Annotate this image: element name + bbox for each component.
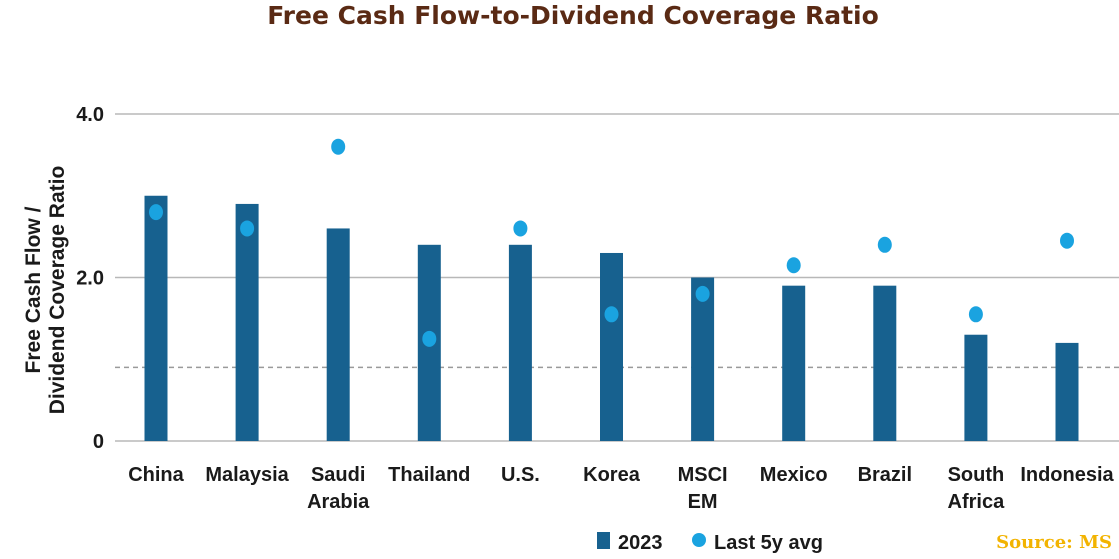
x-axis-ticks: China Malaysia Saudi Arabia Thailand U.S. Kore… <box>128 464 1114 513</box>
point-last-5y-avg <box>604 306 619 323</box>
bar-2023 <box>1055 342 1079 441</box>
bar-2023 <box>873 285 897 441</box>
point-last-5y-avg <box>695 285 710 302</box>
y-tick-label: 4.0 <box>76 104 104 126</box>
legend-label-last-5y-avg: Last 5y avg <box>714 532 823 554</box>
point-last-5y-avg <box>331 138 346 155</box>
chart-title: Free Cash Flow-to-Dividend Coverage Rati… <box>267 1 879 30</box>
point-last-5y-avg <box>968 306 983 323</box>
legend-swatch-2023 <box>597 532 610 549</box>
x-tick-label: Saudi Arabia <box>307 464 370 513</box>
y-axis-ticks: 0 2.0 4.0 <box>76 104 104 453</box>
x-tick-label: Malaysia <box>205 464 289 486</box>
x-tick-label: Thailand <box>388 464 470 486</box>
bar-2023 <box>235 203 259 441</box>
point-last-5y-avg <box>877 236 892 253</box>
bars-2023 <box>144 195 1079 441</box>
x-tick-label: South Africa <box>948 464 1006 513</box>
y-axis-label-line-2: Dividend Coverage Ratio <box>46 166 69 415</box>
x-tick-label: China <box>128 464 184 486</box>
bar-2023 <box>691 277 715 441</box>
x-tick-label: Indonesia <box>1020 464 1114 486</box>
bar-2023 <box>600 252 623 441</box>
x-tick-label: Brazil <box>858 464 912 486</box>
y-tick-label: 0 <box>93 431 104 453</box>
point-last-5y-avg <box>240 220 255 237</box>
legend-label-2023: 2023 <box>618 532 663 554</box>
x-tick-label: Mexico <box>760 464 828 486</box>
bar-2023 <box>144 195 168 441</box>
y-axis-label: Free Cash Flow / Dividend Coverage Ratio <box>22 166 69 415</box>
point-last-5y-avg <box>513 220 528 237</box>
point-last-5y-avg <box>149 204 163 221</box>
point-last-5y-avg <box>422 330 437 347</box>
x-tick-label: MSCI EM <box>678 464 728 513</box>
points-last-5y-avg <box>149 138 1074 347</box>
source-label: Source: MS <box>996 532 1112 553</box>
bar-2023 <box>508 244 532 441</box>
legend: 2023 Last 5y avg <box>597 532 823 554</box>
x-tick-label: U.S. <box>501 464 540 486</box>
bar-2023 <box>326 228 350 441</box>
legend-swatch-last-5y-avg <box>692 533 706 547</box>
y-axis-label-line-1: Free Cash Flow / <box>22 206 45 373</box>
y-tick-label: 2.0 <box>76 268 104 290</box>
bar-2023 <box>782 285 806 441</box>
point-last-5y-avg <box>786 257 801 274</box>
point-last-5y-avg <box>1060 232 1074 249</box>
x-tick-label: Korea <box>583 464 641 486</box>
bar-2023 <box>964 334 988 441</box>
